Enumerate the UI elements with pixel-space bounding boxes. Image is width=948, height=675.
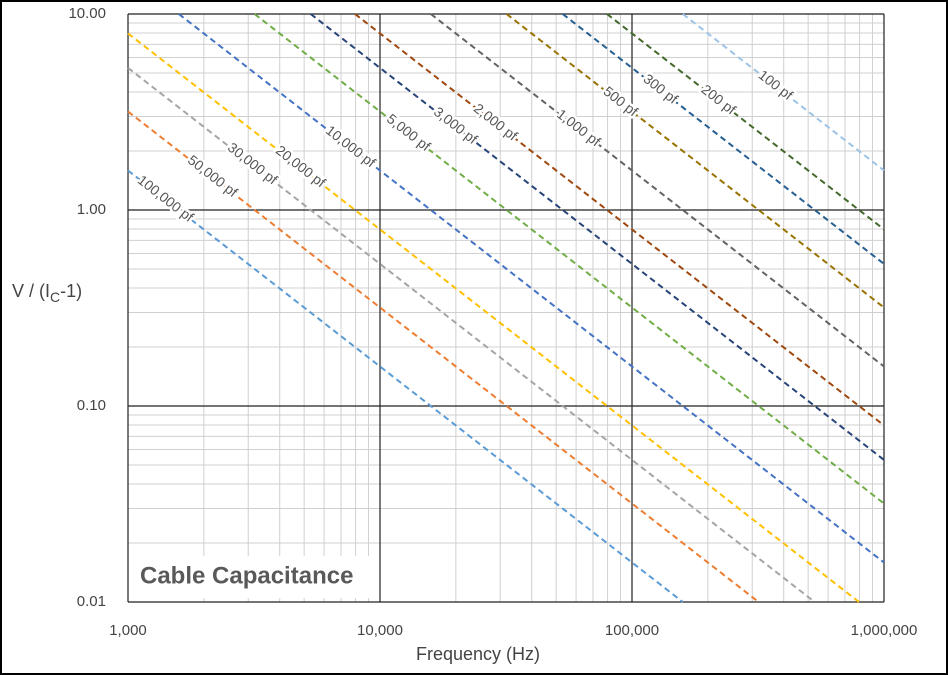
series-line: [253, 13, 885, 505]
series-line: [430, 13, 885, 368]
y-tick-label: 0.01: [77, 593, 106, 610]
x-tick-label: 100,000: [605, 622, 659, 639]
y-label-part: V / (I: [12, 281, 50, 301]
x-tick-label: 1,000,000: [851, 622, 918, 639]
y-tick-label: 1.00: [77, 201, 106, 218]
series-line: [127, 169, 684, 603]
x-axis-label: Frequency (Hz): [416, 644, 540, 664]
grid: [127, 13, 885, 603]
series-line: [682, 13, 885, 172]
series-line: [178, 13, 885, 564]
annotation-box: [132, 556, 378, 598]
annotation: Cable Capacitance: [140, 562, 353, 589]
x-tick-label: 1,000: [109, 622, 147, 639]
series-line: [606, 13, 885, 231]
y-tick-label: 10.00: [68, 5, 106, 22]
x-tick-label: 10,000: [357, 622, 403, 639]
series-line: [354, 13, 885, 427]
y-axis-label: V / (IC-1): [12, 281, 82, 305]
lines: [127, 13, 885, 603]
series-line: [127, 32, 860, 603]
series-line: [310, 13, 885, 461]
y-label-sub: C: [50, 289, 60, 305]
series-line: [127, 67, 816, 603]
y-tick-label: 0.10: [77, 397, 106, 414]
series-line: [127, 110, 760, 603]
series-line: [562, 13, 885, 265]
y-label-part: -1): [60, 281, 82, 301]
